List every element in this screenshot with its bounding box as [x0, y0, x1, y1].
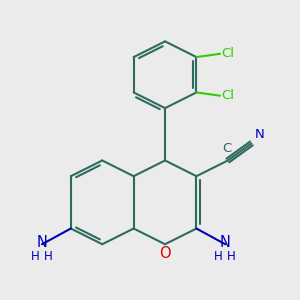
Text: N: N	[37, 235, 47, 250]
Text: H: H	[227, 250, 236, 263]
Text: H: H	[214, 250, 222, 263]
Text: C: C	[222, 142, 231, 154]
Text: H: H	[31, 250, 39, 263]
Text: O: O	[159, 246, 171, 261]
Text: N: N	[255, 128, 264, 141]
Text: Cl: Cl	[221, 89, 234, 102]
Text: Cl: Cl	[221, 47, 234, 60]
Text: H: H	[44, 250, 52, 263]
Text: N: N	[220, 235, 231, 250]
